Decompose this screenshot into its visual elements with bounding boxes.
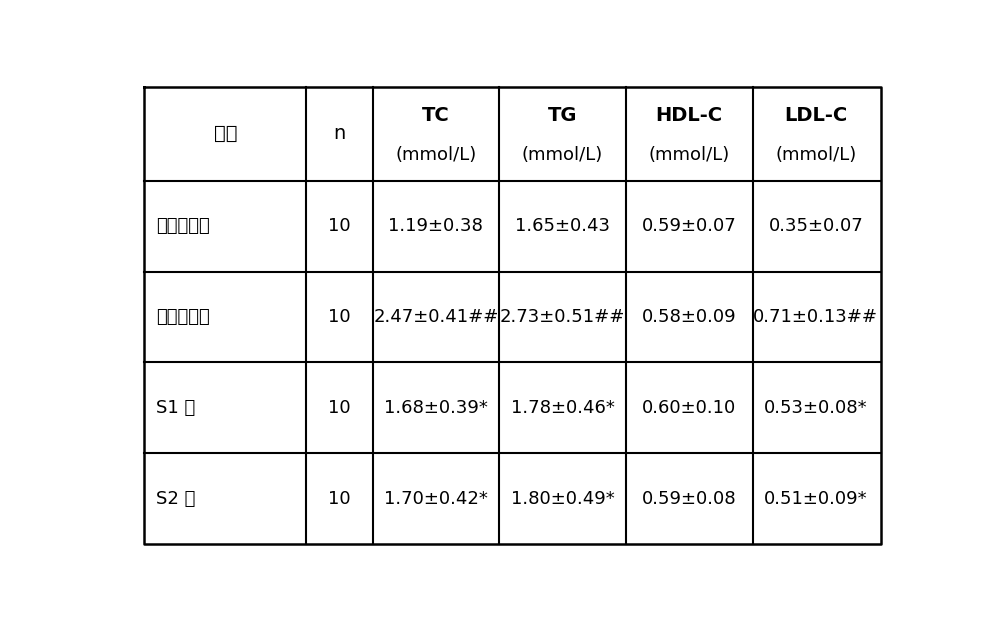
Text: S2 组: S2 组 (156, 490, 195, 508)
Text: 1.80±0.49*: 1.80±0.49* (511, 490, 614, 508)
Text: (mmol/L): (mmol/L) (775, 146, 856, 164)
Text: 0.59±0.08: 0.59±0.08 (642, 490, 737, 508)
Text: HDL-C: HDL-C (656, 106, 723, 124)
Text: 2.47±0.41##: 2.47±0.41## (373, 308, 499, 326)
Text: LDL-C: LDL-C (784, 106, 847, 124)
Text: 组别: 组别 (214, 124, 237, 143)
Text: 0.59±0.07: 0.59±0.07 (642, 217, 737, 235)
Text: TG: TG (548, 106, 577, 124)
Text: 模型对照组: 模型对照组 (156, 308, 210, 326)
Text: S1 组: S1 组 (156, 399, 195, 417)
Text: 10: 10 (328, 308, 351, 326)
Text: 1.70±0.42*: 1.70±0.42* (384, 490, 488, 508)
Text: n: n (333, 124, 346, 143)
Text: (mmol/L): (mmol/L) (522, 146, 603, 164)
Text: 0.51±0.09*: 0.51±0.09* (764, 490, 868, 508)
Text: 10: 10 (328, 490, 351, 508)
Text: 0.53±0.08*: 0.53±0.08* (764, 399, 868, 417)
Text: 0.58±0.09: 0.58±0.09 (642, 308, 737, 326)
Text: 1.65±0.43: 1.65±0.43 (515, 217, 610, 235)
Text: 10: 10 (328, 399, 351, 417)
Text: 1.68±0.39*: 1.68±0.39* (384, 399, 488, 417)
Text: 1.19±0.38: 1.19±0.38 (388, 217, 483, 235)
Text: (mmol/L): (mmol/L) (649, 146, 730, 164)
Text: 0.60±0.10: 0.60±0.10 (642, 399, 736, 417)
Text: 0.71±0.13##: 0.71±0.13## (753, 308, 878, 326)
Text: TC: TC (422, 106, 450, 124)
Text: 10: 10 (328, 217, 351, 235)
Text: 2.73±0.51##: 2.73±0.51## (500, 308, 625, 326)
Text: (mmol/L): (mmol/L) (395, 146, 477, 164)
Text: 1.78±0.46*: 1.78±0.46* (511, 399, 615, 417)
Text: 0.35±0.07: 0.35±0.07 (768, 217, 863, 235)
Text: 正常对照组: 正常对照组 (156, 217, 210, 235)
